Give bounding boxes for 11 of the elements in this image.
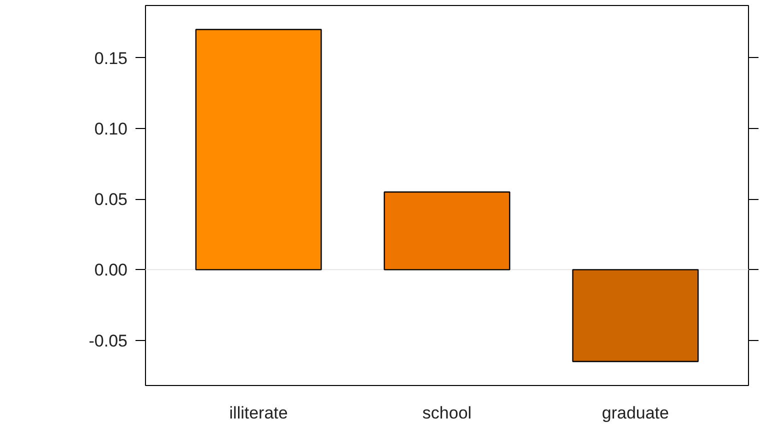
y-tick-label: 0.00 [94,260,128,280]
bar [572,269,699,362]
x-tick-label: school [422,404,472,422]
bar [195,28,322,270]
x-tick-label: illiterate [229,404,288,422]
y-tick-label: 0.10 [94,119,128,138]
y-tick-label: 0.15 [94,48,128,68]
y-tick-label: 0.05 [94,190,128,210]
x-tick-label: graduate [602,404,670,422]
bar [384,191,510,270]
y-tick-label: -0.05 [88,331,128,350]
